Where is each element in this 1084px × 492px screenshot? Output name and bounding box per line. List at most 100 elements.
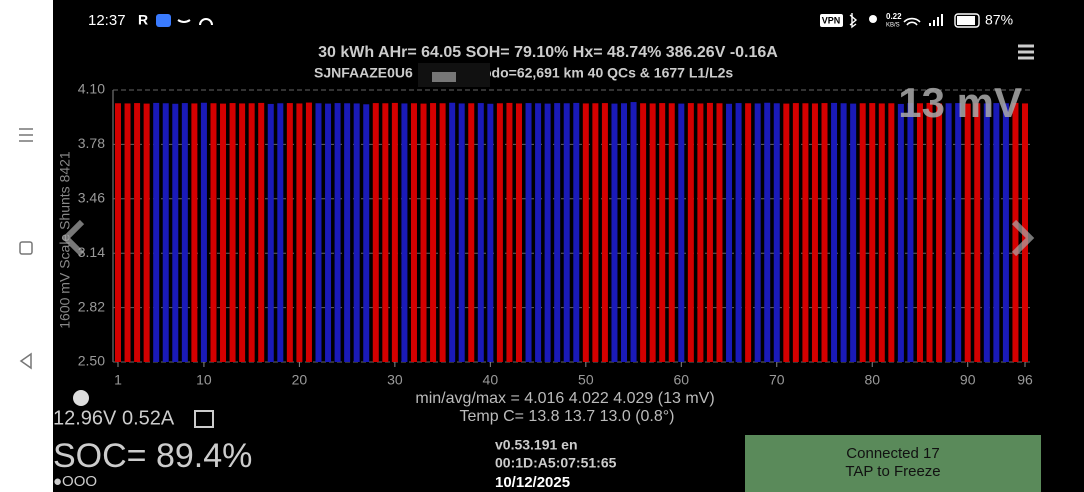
bar bbox=[515, 103, 522, 363]
button-line1: Connected 17 bbox=[846, 445, 939, 462]
vpn-label: VPN bbox=[822, 15, 841, 25]
header-vin: SJNFAAZE0U6 bbox=[314, 65, 413, 81]
x-tick-label: 10 bbox=[196, 372, 212, 388]
nav-home[interactable] bbox=[19, 241, 33, 255]
bar bbox=[506, 102, 513, 363]
bar bbox=[382, 103, 389, 362]
bar bbox=[735, 103, 742, 362]
bar bbox=[582, 103, 589, 363]
bar bbox=[544, 103, 551, 362]
x-tick-label: 40 bbox=[483, 372, 499, 388]
bar bbox=[974, 103, 981, 362]
bar bbox=[955, 103, 962, 362]
bar bbox=[764, 102, 771, 362]
menu-button[interactable] bbox=[1018, 44, 1034, 60]
freeze-button[interactable] bbox=[745, 435, 1041, 492]
next-arrow[interactable] bbox=[1011, 219, 1035, 257]
nav-back[interactable] bbox=[19, 352, 32, 370]
prev-arrow[interactable] bbox=[61, 219, 85, 257]
bar bbox=[535, 103, 542, 362]
bar bbox=[134, 103, 141, 362]
bar bbox=[210, 103, 217, 362]
date: 10/12/2025 bbox=[495, 474, 570, 491]
bulb-icon[interactable] bbox=[73, 390, 89, 406]
y-tick-label: 3.14 bbox=[78, 244, 105, 260]
bar bbox=[945, 103, 952, 362]
bar bbox=[916, 103, 923, 362]
bar bbox=[458, 103, 465, 363]
bar bbox=[181, 103, 188, 362]
bar bbox=[936, 103, 943, 363]
bar bbox=[563, 103, 570, 362]
bar bbox=[430, 103, 437, 362]
bar bbox=[592, 103, 599, 362]
bar bbox=[353, 103, 360, 363]
bar bbox=[305, 102, 312, 362]
x-tick-label: 60 bbox=[674, 372, 690, 388]
bar bbox=[850, 103, 857, 362]
plot: 2.50 2.82 3.14 3.46 3.78 4.10 1 10 20 30 40 50 60 70 8… bbox=[78, 81, 1033, 388]
nav-menu[interactable] bbox=[19, 128, 33, 142]
temperature: Temp C= 13.8 13.7 13.0 (0.8°) bbox=[460, 408, 675, 425]
bar bbox=[391, 102, 398, 363]
bar bbox=[678, 103, 685, 362]
bar bbox=[840, 103, 847, 362]
bar bbox=[983, 103, 990, 363]
status-carrier: R bbox=[138, 12, 148, 28]
bluetooth-icon bbox=[849, 13, 858, 29]
bar bbox=[372, 103, 379, 362]
x-tick-label: 90 bbox=[960, 372, 976, 388]
bar bbox=[248, 103, 255, 362]
x-tick-label: 80 bbox=[864, 372, 880, 388]
x-tick-label: 20 bbox=[292, 372, 308, 388]
calendar-icon[interactable] bbox=[194, 410, 214, 428]
location-icon bbox=[869, 15, 877, 23]
bar bbox=[649, 103, 656, 363]
bar bbox=[878, 103, 885, 363]
bar bbox=[754, 103, 761, 363]
status-icon bbox=[177, 18, 213, 26]
bar bbox=[993, 103, 1000, 362]
header-line2: odo=62,691 km 40 QCs & 1677 L1/L2s bbox=[483, 65, 733, 81]
nav-bar bbox=[19, 128, 33, 370]
bar bbox=[792, 103, 799, 362]
bar bbox=[200, 102, 207, 362]
bar bbox=[439, 103, 446, 362]
bar bbox=[859, 103, 866, 362]
bar bbox=[162, 103, 169, 362]
wifi-icon bbox=[903, 17, 921, 26]
bar bbox=[191, 103, 198, 363]
bar bbox=[401, 103, 408, 363]
bar bbox=[601, 103, 608, 362]
x-tick-label: 96 bbox=[1017, 372, 1033, 388]
bar bbox=[143, 103, 150, 362]
bar bbox=[926, 102, 933, 363]
bar bbox=[888, 103, 895, 362]
y-tick-label: 3.78 bbox=[78, 135, 105, 151]
bar bbox=[296, 103, 303, 363]
x-tick-label: 1 bbox=[114, 372, 122, 388]
bar bbox=[687, 103, 694, 362]
bar bbox=[286, 103, 293, 362]
annotation: 13 mV bbox=[898, 79, 1022, 126]
bar bbox=[277, 103, 284, 362]
bar bbox=[621, 103, 628, 362]
y-tick-label: 3.46 bbox=[78, 190, 105, 206]
bar bbox=[258, 102, 265, 363]
bar bbox=[773, 103, 780, 362]
soc: SOC= 89.4% bbox=[53, 437, 252, 475]
bar bbox=[640, 103, 647, 362]
x-tick-label: 50 bbox=[578, 372, 594, 388]
bar bbox=[468, 103, 475, 362]
vpn-badge bbox=[820, 14, 843, 27]
bar bbox=[363, 104, 370, 362]
signal-icon bbox=[929, 14, 943, 26]
bar bbox=[706, 102, 713, 363]
dots: ●OOO bbox=[53, 473, 97, 490]
bar bbox=[697, 103, 704, 363]
bar bbox=[726, 103, 733, 363]
bar bbox=[554, 103, 561, 362]
bar bbox=[153, 102, 160, 363]
bar bbox=[1002, 103, 1009, 362]
